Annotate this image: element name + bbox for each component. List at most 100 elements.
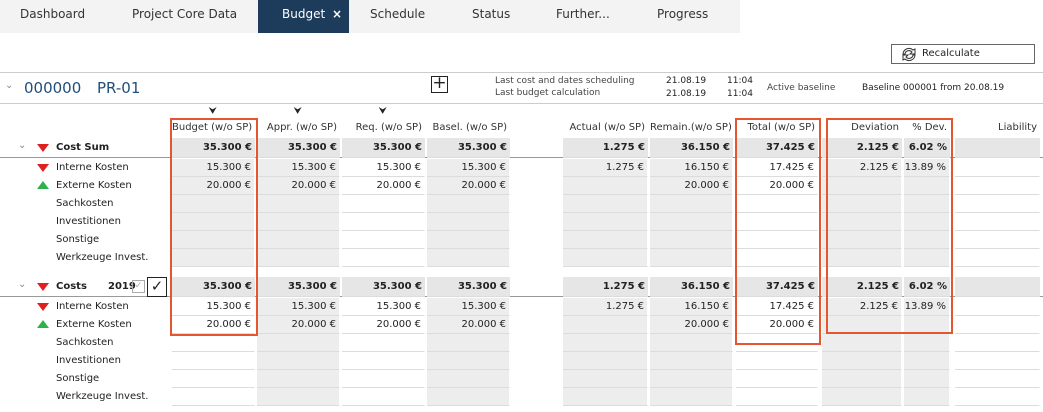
cell <box>904 249 950 267</box>
cell <box>736 370 818 388</box>
collapse-icon: ⌄ <box>5 80 14 91</box>
recalculate-label: Recalculate <box>922 48 980 59</box>
cell: 1.275 € <box>563 159 648 177</box>
cell <box>172 370 255 388</box>
cell <box>955 177 1040 195</box>
cell <box>955 159 1040 177</box>
row-name: Externe Kosten <box>56 319 132 330</box>
cell: 15.300 € <box>172 159 255 177</box>
cell <box>342 388 425 406</box>
total-cell <box>955 138 1040 158</box>
tab-bar <box>0 0 740 33</box>
cell <box>257 195 340 213</box>
tab[interactable]: Further... <box>556 7 610 21</box>
total-cell: 37.425 € <box>736 277 818 297</box>
recalculate-button[interactable]: Recalculate <box>891 44 1035 64</box>
tab[interactable]: Budget <box>282 7 326 21</box>
cell <box>427 352 510 370</box>
cell <box>563 352 648 370</box>
cell: 20.000 € <box>736 177 818 195</box>
total-cell: 36.150 € <box>650 277 733 297</box>
cell: 16.150 € <box>650 298 733 316</box>
cell: 15.300 € <box>427 298 510 316</box>
trend-icon <box>37 164 49 172</box>
add-button[interactable]: + <box>431 73 448 93</box>
highlight <box>735 118 821 345</box>
cell: 2.125 € <box>822 159 902 177</box>
cell <box>736 249 818 267</box>
cell <box>955 388 1040 406</box>
tab[interactable]: Project Core Data <box>132 7 238 21</box>
cell <box>650 352 733 370</box>
cell: 13.89 % <box>904 159 950 177</box>
cell <box>955 334 1040 352</box>
cell: 15.300 € <box>427 159 510 177</box>
tab-close[interactable]: × <box>332 7 343 21</box>
cell <box>650 213 733 231</box>
cell: 17.425 € <box>736 298 818 316</box>
total-cell: 35.300 € <box>342 277 425 297</box>
cell: 13.89 % <box>904 298 950 316</box>
cell: 20.000 € <box>342 316 425 334</box>
confirm-box[interactable]: ✓ <box>147 277 167 297</box>
cell: 20.000 € <box>257 177 340 195</box>
total-cell: 35.300 € <box>172 277 255 297</box>
cell <box>904 213 950 231</box>
cell <box>172 231 255 249</box>
filter-icon: ⮟ <box>293 106 303 117</box>
checkbox[interactable]: ✓ <box>132 280 145 293</box>
total-cell: 35.300 € <box>257 277 340 297</box>
highlight <box>826 118 953 334</box>
trend-icon <box>37 320 49 328</box>
tab[interactable]: Dashboard <box>20 7 86 21</box>
cell: 1.275 € <box>563 298 648 316</box>
cell <box>650 249 733 267</box>
tab[interactable]: Progress <box>657 7 709 21</box>
cell <box>563 334 648 352</box>
cell: 20.000 € <box>172 316 255 334</box>
total-cell: 35.300 € <box>427 138 510 158</box>
total-cell: 35.300 € <box>427 277 510 297</box>
cell <box>257 388 340 406</box>
cell <box>650 195 733 213</box>
cell: 20.000 € <box>736 316 818 334</box>
cell: 15.300 € <box>342 159 425 177</box>
total-cell: 35.300 € <box>257 138 340 158</box>
total-cell: 6.02 % <box>904 138 950 158</box>
cell <box>822 370 902 388</box>
cell <box>955 213 1040 231</box>
cell <box>172 249 255 267</box>
cell <box>427 231 510 249</box>
total-cell: 1.275 € <box>563 277 648 297</box>
section-year: 2019 <box>108 281 136 292</box>
tab[interactable]: Schedule <box>370 7 426 21</box>
column-header: Appr. (w/o SP) <box>266 122 337 133</box>
cell: 16.150 € <box>650 159 733 177</box>
cell <box>822 213 902 231</box>
cell <box>257 370 340 388</box>
cell <box>955 370 1040 388</box>
tab[interactable]: Status <box>472 7 511 21</box>
cell <box>342 195 425 213</box>
cell: 20.000 € <box>427 177 510 195</box>
cell <box>172 334 255 352</box>
row-name: Externe Kosten <box>56 180 132 191</box>
cell <box>955 231 1040 249</box>
cell: 2.125 € <box>822 298 902 316</box>
cell <box>736 352 818 370</box>
column-header: Liability <box>998 122 1037 133</box>
cell <box>172 213 255 231</box>
trend-icon <box>37 303 49 311</box>
sched-date-1: 21.08.19 <box>666 76 707 86</box>
cell <box>257 213 340 231</box>
cell <box>342 334 425 352</box>
trend-icon <box>37 283 49 291</box>
project-name: PR-01 <box>97 79 141 97</box>
total-cell: 37.425 € <box>736 138 818 158</box>
active-tab-bg <box>258 0 349 33</box>
cell <box>650 334 733 352</box>
total-cell: 2.125 € <box>822 138 902 158</box>
row-name: Investitionen <box>56 355 121 366</box>
cell <box>736 231 818 249</box>
